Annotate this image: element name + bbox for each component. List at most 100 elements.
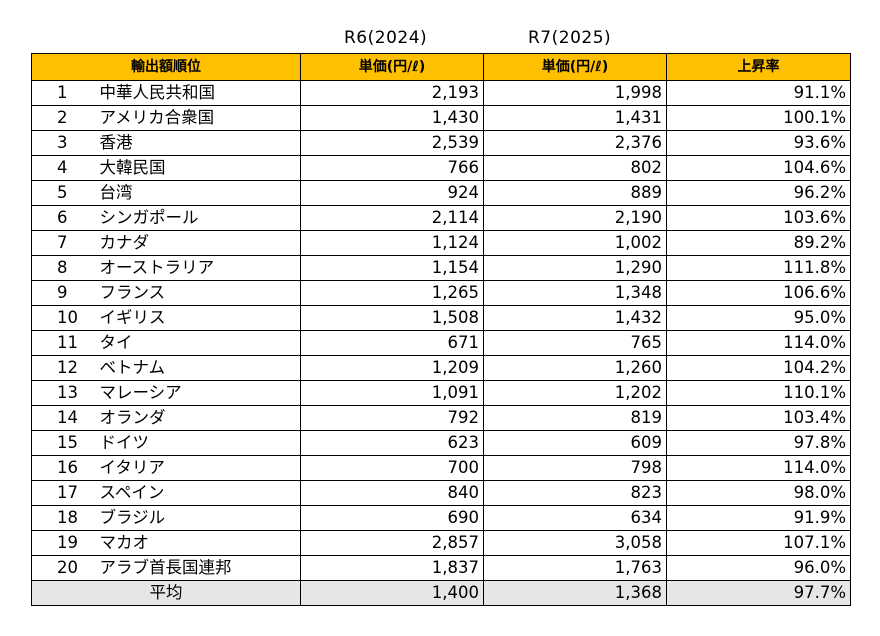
header-price-r7: 単価(円/ℓ): [483, 53, 667, 81]
price-r7-cell: 1,002: [483, 230, 667, 256]
rate-cell: 104.2%: [666, 355, 851, 381]
country-cell: フランス: [95, 280, 301, 306]
table-row: 18 ブラジル 690 634 91.9%: [31, 505, 851, 531]
price-r6-cell: 690: [300, 505, 484, 531]
rate-cell: 103.6%: [666, 205, 851, 231]
rank-cell: 1: [31, 80, 96, 106]
country-cell: ドイツ: [95, 430, 301, 456]
price-r7-cell: 823: [483, 480, 667, 506]
price-r6-cell: 924: [300, 180, 484, 206]
country-cell: スペイン: [95, 480, 301, 506]
country-cell: アメリカ合衆国: [95, 105, 301, 131]
price-r7-cell: 2,376: [483, 130, 667, 156]
table-row: 17 スペイン 840 823 98.0%: [31, 480, 851, 506]
price-r6-cell: 1,265: [300, 280, 484, 306]
table-row: 19 マカオ 2,857 3,058 107.1%: [31, 530, 851, 556]
country-cell: タイ: [95, 330, 301, 356]
average-label: 平均: [31, 580, 301, 606]
price-r7-cell: 1,202: [483, 380, 667, 406]
rate-cell: 110.1%: [666, 380, 851, 406]
rank-cell: 11: [31, 330, 96, 356]
table-row: 10 イギリス 1,508 1,432 95.0%: [31, 305, 851, 331]
price-r7-cell: 3,058: [483, 530, 667, 556]
rate-cell: 96.2%: [666, 180, 851, 206]
country-cell: 大韓民国: [95, 155, 301, 181]
price-r6-cell: 840: [300, 480, 484, 506]
table-row: 9 フランス 1,265 1,348 106.6%: [31, 280, 851, 306]
table-header-row: 輸出額順位 単価(円/ℓ) 単価(円/ℓ) 上昇率: [31, 53, 851, 81]
price-r7-cell: 634: [483, 505, 667, 531]
country-cell: オーストラリア: [95, 255, 301, 281]
country-cell: ブラジル: [95, 505, 301, 531]
rate-cell: 98.0%: [666, 480, 851, 506]
rank-cell: 3: [31, 130, 96, 156]
price-r7-cell: 765: [483, 330, 667, 356]
rate-cell: 106.6%: [666, 280, 851, 306]
country-cell: カナダ: [95, 230, 301, 256]
header-rank-country: 輸出額順位: [31, 53, 301, 81]
rank-cell: 10: [31, 305, 96, 331]
rank-cell: 8: [31, 255, 96, 281]
country-cell: イタリア: [95, 455, 301, 481]
price-r7-cell: 2,190: [483, 205, 667, 231]
table-row: 12 ベトナム 1,209 1,260 104.2%: [31, 355, 851, 381]
rate-cell: 104.6%: [666, 155, 851, 181]
year-label-r7: R7(2025): [528, 28, 612, 48]
rank-cell: 4: [31, 155, 96, 181]
country-cell: イギリス: [95, 305, 301, 331]
price-r7-cell: 1,260: [483, 355, 667, 381]
table-row: 11 タイ 671 765 114.0%: [31, 330, 851, 356]
rank-cell: 2: [31, 105, 96, 131]
country-cell: マカオ: [95, 530, 301, 556]
average-rate: 97.7%: [666, 580, 851, 606]
average-price-r6: 1,400: [300, 580, 484, 606]
price-r6-cell: 2,857: [300, 530, 484, 556]
table-row: 5 台湾 924 889 96.2%: [31, 180, 851, 206]
price-r6-cell: 1,124: [300, 230, 484, 256]
rank-cell: 6: [31, 205, 96, 231]
country-cell: アラブ首長国連邦: [95, 555, 301, 581]
price-r6-cell: 1,430: [300, 105, 484, 131]
rate-cell: 89.2%: [666, 230, 851, 256]
average-price-r7: 1,368: [483, 580, 667, 606]
rank-cell: 5: [31, 180, 96, 206]
rate-cell: 107.1%: [666, 530, 851, 556]
rate-cell: 103.4%: [666, 405, 851, 431]
rate-cell: 114.0%: [666, 455, 851, 481]
table-row: 8 オーストラリア 1,154 1,290 111.8%: [31, 255, 851, 281]
rank-cell: 12: [31, 355, 96, 381]
table-row: 3 香港 2,539 2,376 93.6%: [31, 130, 851, 156]
price-r6-cell: 2,539: [300, 130, 484, 156]
price-r7-cell: 1,431: [483, 105, 667, 131]
country-cell: 台湾: [95, 180, 301, 206]
price-r6-cell: 1,837: [300, 555, 484, 581]
rank-cell: 15: [31, 430, 96, 456]
rate-cell: 95.0%: [666, 305, 851, 331]
rank-cell: 16: [31, 455, 96, 481]
price-r7-cell: 802: [483, 155, 667, 181]
price-r6-cell: 1,091: [300, 380, 484, 406]
table-row: 20 アラブ首長国連邦 1,837 1,763 96.0%: [31, 555, 851, 581]
country-cell: ベトナム: [95, 355, 301, 381]
country-cell: マレーシア: [95, 380, 301, 406]
price-r7-cell: 1,290: [483, 255, 667, 281]
rank-cell: 9: [31, 280, 96, 306]
rank-cell: 20: [31, 555, 96, 581]
price-r7-cell: 1,348: [483, 280, 667, 306]
export-price-table: 輸出額順位 単価(円/ℓ) 単価(円/ℓ) 上昇率 1 中華人民共和国 2,193 1…: [31, 53, 851, 606]
price-r6-cell: 792: [300, 405, 484, 431]
country-cell: 中華人民共和国: [95, 80, 301, 106]
price-r7-cell: 1,763: [483, 555, 667, 581]
rank-cell: 17: [31, 480, 96, 506]
price-r6-cell: 1,508: [300, 305, 484, 331]
price-r7-cell: 819: [483, 405, 667, 431]
price-r6-cell: 623: [300, 430, 484, 456]
table-row: 7 カナダ 1,124 1,002 89.2%: [31, 230, 851, 256]
rank-cell: 13: [31, 380, 96, 406]
rank-cell: 14: [31, 405, 96, 431]
table-row: 1 中華人民共和国 2,193 1,998 91.1%: [31, 80, 851, 106]
price-r6-cell: 2,193: [300, 80, 484, 106]
country-cell: 香港: [95, 130, 301, 156]
rank-cell: 18: [31, 505, 96, 531]
country-cell: オランダ: [95, 405, 301, 431]
